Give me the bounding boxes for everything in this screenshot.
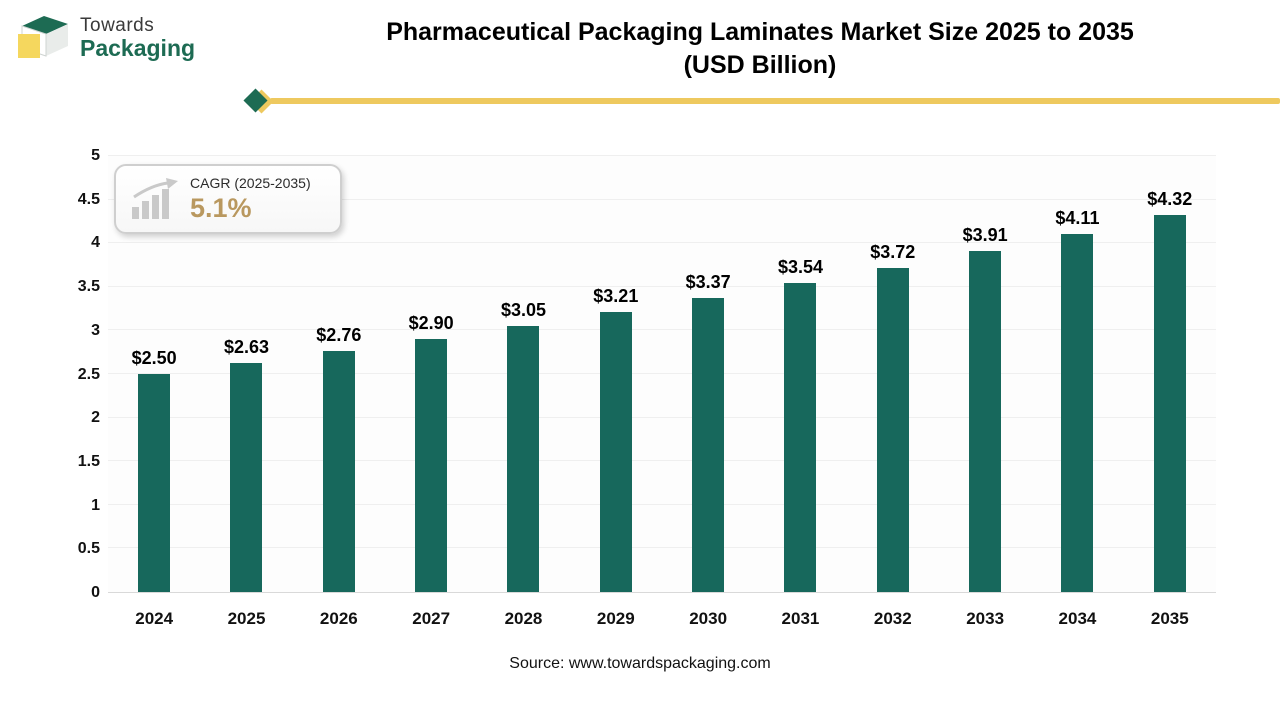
gridline [108, 155, 1216, 156]
bar-value-label: $2.50 [131, 348, 177, 368]
y-tick-label: 1 [91, 496, 100, 514]
bar-value-label: $3.37 [685, 272, 731, 293]
logo: Towards Packaging [14, 12, 195, 64]
logo-brand-bottom: Packaging [80, 34, 196, 61]
bar-slot: $4.11 [1031, 156, 1123, 592]
gridline [108, 416, 1216, 418]
bar [876, 267, 909, 592]
gridline [108, 198, 1216, 200]
bars: $2.50 $2.63 $2.76 $2.90 $3.05 $3.21 $3.37 $3.54… [108, 156, 1216, 592]
y-axis-labels: 0 0.5 1 1.5 2 2.5 3 3.5 4 4.5 5 [60, 147, 108, 601]
x-axis-label: 2028 [504, 609, 543, 628]
bar-value-label: $4.11 [1055, 207, 1100, 228]
y-tick-label: 2.5 [77, 365, 100, 383]
bar [1153, 215, 1186, 592]
x-axis-label: 2032 [873, 609, 912, 628]
gridline [108, 460, 1216, 462]
bar-value-label: $2.76 [316, 325, 362, 346]
y-tick-label: 2 [91, 409, 100, 427]
gridline [108, 503, 1216, 505]
bar [138, 374, 171, 592]
bar-slot: $3.91 [939, 156, 1031, 592]
bar [1061, 233, 1094, 592]
x-axis-labels: 2024 2025 2026 2027 2028 2029 2030 2031 2032 2033… [108, 593, 1216, 629]
bar [784, 283, 817, 592]
header: Towards Packaging Pharmaceutical Packagi… [0, 0, 1280, 114]
bar-slot: $3.37 [662, 156, 754, 592]
bar [230, 362, 263, 592]
x-axis-label: 2030 [689, 609, 728, 628]
y-tick-label: 0.5 [77, 540, 100, 558]
bar [507, 326, 540, 592]
bar [322, 351, 355, 592]
y-tick-label: 3 [91, 321, 100, 339]
cagr-badge: CAGR (2025-2035) 5.1% [114, 164, 342, 234]
gridline [108, 547, 1216, 549]
source-text: Source: www.towardspackaging.com [509, 655, 771, 672]
logo-text: Towards Packaging [80, 14, 196, 61]
chart-title: Pharmaceutical Packaging Laminates Marke… [250, 16, 1270, 81]
x-axis-label: 2033 [966, 609, 1005, 628]
x-axis-label: 2034 [1058, 609, 1097, 628]
x-axis-label: 2029 [596, 609, 635, 628]
gold-divider [243, 88, 1280, 114]
bar-value-label: $3.72 [870, 241, 916, 262]
logo-brand-top: Towards [80, 14, 155, 36]
bar-value-label: $2.63 [223, 336, 270, 357]
bar-value-label: $4.32 [1147, 189, 1193, 210]
bar-slot: $3.21 [570, 156, 662, 592]
bar-value-label: $2.90 [408, 313, 454, 334]
bar-value-label: $3.21 [593, 286, 639, 307]
cagr-label: CAGR (2025-2035) [190, 174, 311, 191]
y-tick-label: 4.5 [77, 190, 100, 208]
x-axis-label: 2027 [412, 609, 451, 628]
bar-slot: $3.05 [477, 156, 569, 592]
y-tick-label: 1.5 [77, 452, 100, 470]
y-tick-label: 5 [91, 147, 100, 164]
divider-diamond-icon [243, 88, 274, 114]
chart: 0 0.5 1 1.5 2 2.5 3 3.5 4 4.5 5 $2.50 $2.63 $2.76 $2.… [0, 147, 1280, 629]
x-axis-label: 2035 [1150, 609, 1189, 628]
bar-slot: $3.72 [847, 156, 939, 592]
x-axis-label: 2026 [319, 609, 358, 628]
gold-divider-line [270, 98, 1280, 104]
x-axis-label: 2031 [781, 609, 820, 628]
bar [692, 298, 725, 592]
bar-slot: $2.63 [200, 156, 292, 592]
bar-slot: $2.90 [385, 156, 477, 592]
gridline [108, 285, 1216, 287]
bar-slot: $2.50 [108, 156, 200, 592]
gridline [108, 329, 1216, 331]
chart-title-line2: (USD Billion) [683, 50, 837, 79]
chart-title-line1: Pharmaceutical Packaging Laminates Marke… [386, 18, 1134, 46]
bar-value-label: $3.91 [962, 225, 1008, 246]
logo-cube-icon [18, 16, 68, 58]
y-tick-label: 0 [91, 584, 100, 601]
bar [599, 312, 632, 592]
bar-slot: $4.32 [1124, 156, 1216, 592]
plot-area: $2.50 $2.63 $2.76 $2.90 $3.05 $3.21 $3.37 $3.54… [108, 155, 1216, 593]
cagr-value: 5.1% [190, 192, 252, 223]
bar-value-label: $3.05 [500, 300, 546, 321]
gridline [108, 373, 1216, 374]
y-tick-label: 3.5 [77, 278, 100, 296]
y-tick-label: 4 [91, 234, 100, 252]
x-axis-label: 2024 [135, 609, 174, 628]
x-axis-label: 2025 [227, 609, 266, 628]
bar-slot: $2.76 [293, 156, 385, 592]
bar-value-label: $3.54 [777, 257, 823, 278]
gridline [108, 242, 1216, 244]
bar-slot: $3.54 [754, 156, 846, 592]
cagr-growth-icon [132, 178, 178, 219]
bar [415, 339, 448, 592]
bar [969, 251, 1002, 592]
